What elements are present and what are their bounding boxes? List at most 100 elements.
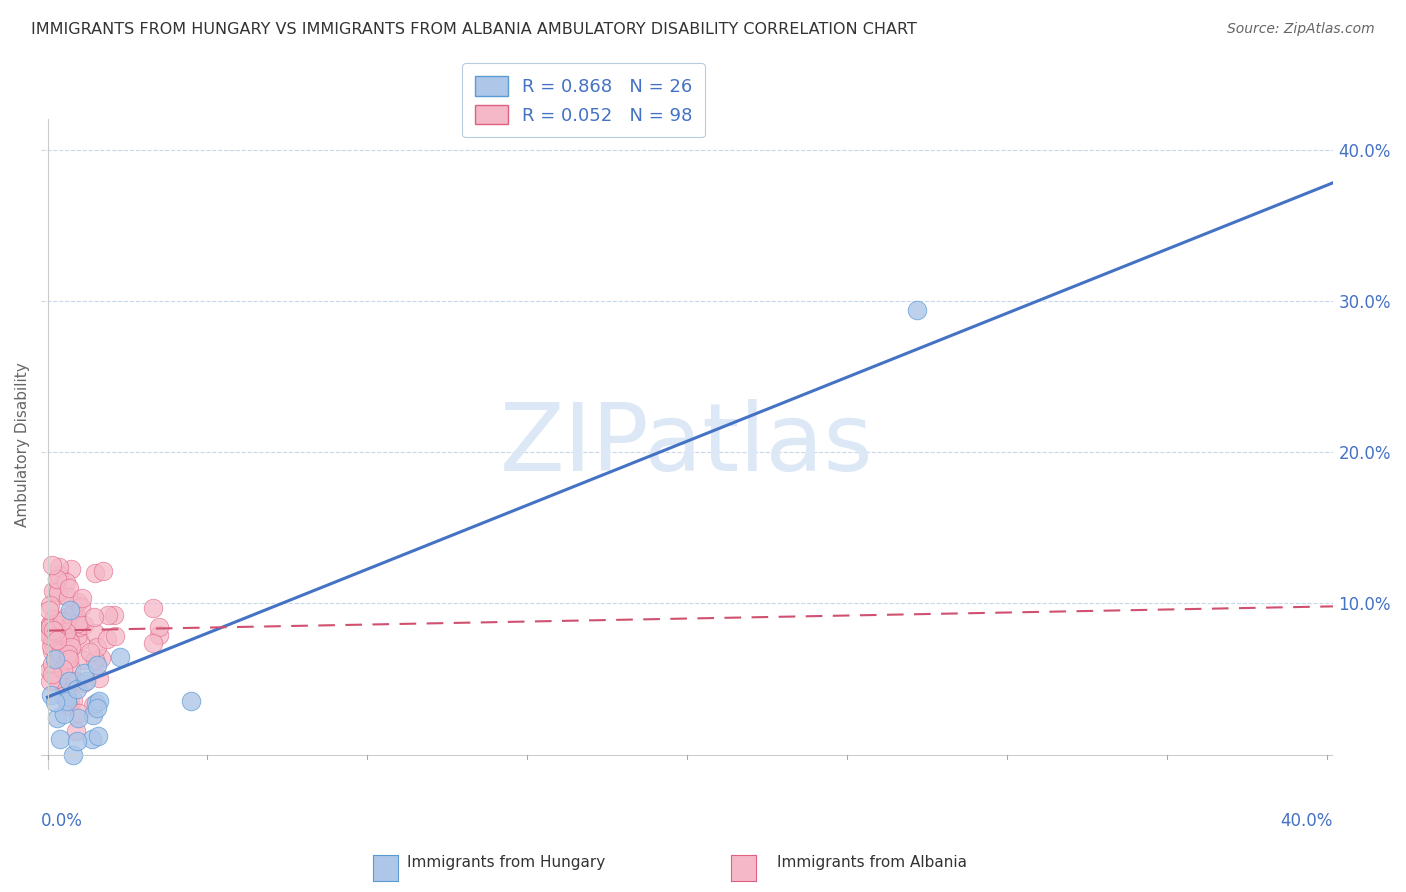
Point	[84, 625, 107, 640]
Point	[97, 608, 120, 623]
Point	[58, 698, 80, 712]
Point	[86, 658, 108, 673]
Point	[59, 695, 82, 709]
Point	[65, 723, 87, 738]
Point	[49, 674, 72, 689]
Point	[38, 624, 60, 639]
Point	[69, 633, 91, 648]
Point	[66, 611, 89, 625]
Text: 40.0%: 40.0%	[1281, 812, 1333, 830]
Point	[41, 657, 63, 671]
Point	[55, 625, 77, 640]
Point	[141, 635, 163, 649]
Point	[59, 562, 82, 576]
Point	[42, 623, 65, 637]
Point	[82, 698, 104, 712]
Point	[42, 612, 65, 626]
Point	[46, 588, 69, 602]
Point	[49, 731, 72, 746]
Point	[56, 620, 79, 634]
Point	[41, 666, 63, 681]
Y-axis label: Ambulatory Disability: Ambulatory Disability	[15, 362, 30, 527]
Point	[73, 666, 96, 681]
Point	[72, 675, 94, 690]
Point	[45, 633, 67, 648]
Point	[45, 623, 67, 637]
Point	[39, 617, 62, 632]
Point	[108, 649, 131, 664]
Point	[62, 747, 84, 762]
Point	[56, 631, 79, 645]
Point	[142, 601, 165, 615]
Point	[65, 598, 87, 612]
Point	[67, 711, 90, 725]
Point	[148, 628, 170, 642]
Point	[59, 662, 82, 676]
Point	[87, 671, 110, 685]
Point	[38, 620, 60, 634]
Point	[905, 303, 928, 318]
Point	[46, 623, 69, 637]
Point	[66, 733, 89, 747]
Point	[82, 708, 104, 723]
Point	[38, 602, 60, 616]
Point	[46, 584, 69, 599]
Point	[58, 673, 80, 688]
Point	[62, 606, 84, 620]
Point	[48, 626, 70, 640]
Point	[56, 694, 79, 708]
Point	[41, 635, 63, 649]
Point	[73, 653, 96, 667]
Point	[65, 608, 87, 623]
Point	[46, 672, 69, 686]
Point	[44, 617, 66, 632]
Point	[79, 645, 101, 659]
Point	[104, 629, 127, 643]
Point	[67, 619, 90, 633]
Point	[49, 646, 72, 660]
Point	[103, 607, 125, 622]
Point	[80, 731, 103, 746]
Point	[39, 688, 62, 702]
Point	[49, 636, 72, 650]
Point	[67, 706, 90, 720]
Point	[45, 624, 67, 638]
Point	[56, 590, 79, 604]
Point	[86, 701, 108, 715]
Point	[39, 673, 62, 688]
Text: ZIPatlas: ZIPatlas	[501, 399, 875, 491]
Point	[59, 602, 82, 616]
Point	[83, 610, 105, 624]
Point	[56, 647, 79, 661]
Point	[49, 657, 72, 672]
Point	[46, 711, 69, 725]
Point	[52, 662, 75, 676]
Point	[96, 632, 118, 646]
Point	[46, 572, 69, 586]
Point	[66, 595, 89, 609]
Point	[65, 673, 87, 688]
Point	[86, 729, 108, 743]
Point	[39, 598, 62, 612]
Point	[44, 625, 66, 640]
Point	[48, 560, 70, 574]
Legend: R = 0.868   N = 26, R = 0.052   N = 98: R = 0.868 N = 26, R = 0.052 N = 98	[463, 63, 704, 137]
Point	[180, 694, 202, 708]
Point	[42, 584, 65, 599]
Point	[83, 653, 105, 667]
Point	[58, 652, 80, 666]
Point	[39, 640, 62, 654]
Point	[48, 568, 70, 582]
Point	[58, 582, 80, 596]
Point	[55, 653, 77, 667]
Point	[55, 575, 77, 590]
Point	[44, 652, 66, 666]
Point	[38, 663, 60, 677]
Point	[84, 696, 107, 710]
Point	[52, 690, 75, 704]
Point	[70, 599, 93, 614]
Text: IMMIGRANTS FROM HUNGARY VS IMMIGRANTS FROM ALBANIA AMBULATORY DISABILITY CORRELA: IMMIGRANTS FROM HUNGARY VS IMMIGRANTS FR…	[31, 22, 917, 37]
Point	[45, 582, 67, 597]
Point	[62, 693, 84, 707]
Point	[59, 635, 82, 649]
